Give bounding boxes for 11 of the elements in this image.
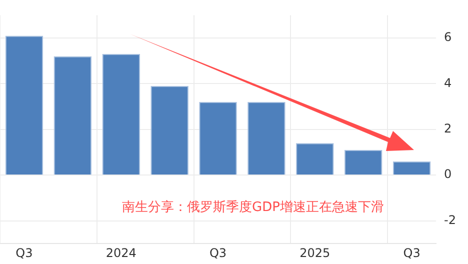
x-tick-label: Q3 [403, 246, 420, 260]
x-tick-label: Q3 [16, 246, 33, 260]
y-tick-label: 6 [444, 30, 452, 44]
y-tick-label: 2 [444, 122, 452, 136]
y-tick-label: 4 [444, 76, 452, 90]
annotation: 南生分享：俄罗斯季度GDP增速正在急速下滑 [122, 199, 384, 216]
y-tick-label: -2 [444, 212, 456, 227]
x-tick-label: Q3 [209, 246, 227, 260]
y-tick-label: 0 [444, 167, 452, 182]
x-tick-label: 2024 [106, 246, 136, 260]
x-tick-label: 2025 [300, 246, 330, 260]
